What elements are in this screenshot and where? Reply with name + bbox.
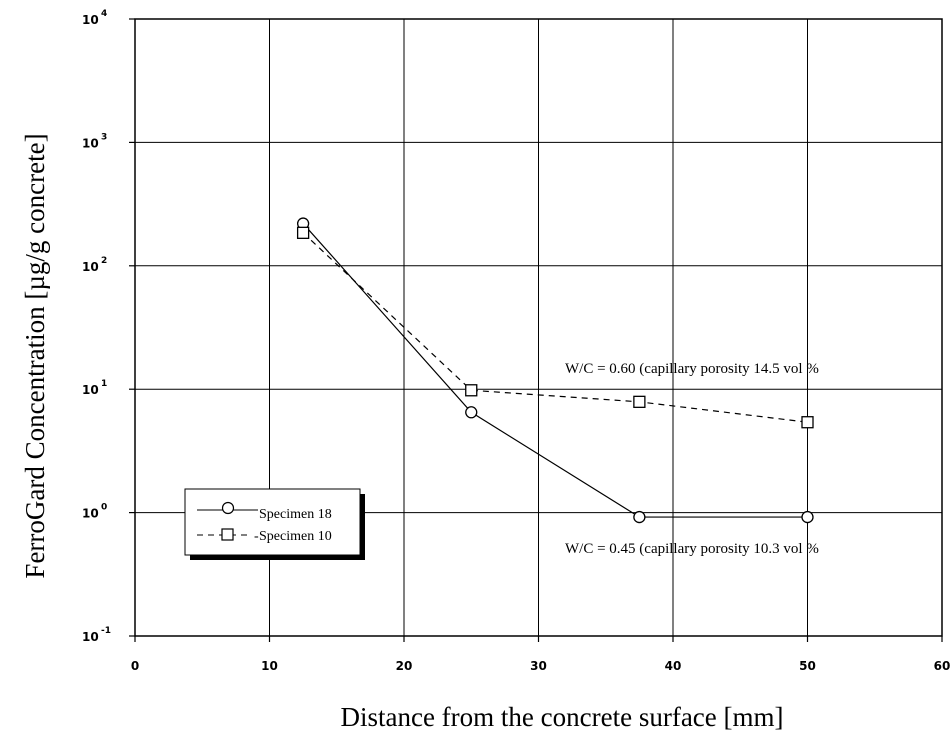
x-tick-label: 20 xyxy=(396,659,413,673)
data-point-specimen-10 xyxy=(296,226,310,239)
y-tick-label-exponent: 3 xyxy=(101,132,107,142)
y-tick-label-exponent: 2 xyxy=(101,256,107,266)
legend: Specimen 18 - Specimen 10 xyxy=(184,488,365,560)
y-tick-label-exponent: 0 xyxy=(101,503,107,513)
y-tick-label-base: 10 xyxy=(82,630,99,644)
y-tick-label-base: 10 xyxy=(82,260,99,274)
svg-text:-: - xyxy=(254,529,259,544)
y-tick-label-exponent: -1 xyxy=(101,626,111,636)
data-point-specimen-18 xyxy=(801,510,814,524)
x-tick-label: 50 xyxy=(799,659,816,673)
x-tick-label: 0 xyxy=(131,659,139,673)
x-tick-label: 10 xyxy=(261,659,278,673)
legend-label-specimen-10: Specimen 10 xyxy=(259,529,332,544)
annotation-wc-045: W/C = 0.45 (capillary porosity 10.3 vol … xyxy=(565,541,819,557)
x-tick-label: 60 xyxy=(934,659,951,673)
series-layer xyxy=(296,217,814,524)
x-axis-ticks: 0 10 20 30 40 50 60 xyxy=(131,636,951,673)
y-tick-label-base: 10 xyxy=(82,383,99,397)
data-point-specimen-10 xyxy=(801,416,814,429)
y-tick-label-exponent: 4 xyxy=(101,9,107,19)
x-axis-title: Distance from the concrete surface [mm] xyxy=(340,702,783,732)
x-tick-label: 40 xyxy=(665,659,682,673)
legend-box xyxy=(184,488,361,556)
y-axis-title: FerroGard Concentration [µg/g concrete] xyxy=(20,133,50,578)
data-point-specimen-10 xyxy=(465,384,478,397)
y-tick-label-base: 10 xyxy=(82,507,99,521)
x-tick-label: 30 xyxy=(530,659,547,673)
legend-label-specimen-18: Specimen 18 xyxy=(259,507,332,522)
data-point-specimen-18 xyxy=(633,510,646,524)
data-point-specimen-10 xyxy=(633,395,646,408)
y-tick-label-base: 10 xyxy=(82,136,99,150)
data-point-specimen-18 xyxy=(465,406,478,419)
series-line-specimen-18 xyxy=(302,223,808,518)
legend-marker-specimen-10 xyxy=(221,528,234,541)
legend-marker-specimen-18 xyxy=(221,501,235,515)
y-tick-label-exponent: 1 xyxy=(101,379,107,389)
annotation-wc-060: W/C = 0.60 (capillary porosity 14.5 vol … xyxy=(565,361,819,377)
y-tick-label-base: 10 xyxy=(82,13,99,27)
series-line-specimen-10 xyxy=(302,232,808,423)
